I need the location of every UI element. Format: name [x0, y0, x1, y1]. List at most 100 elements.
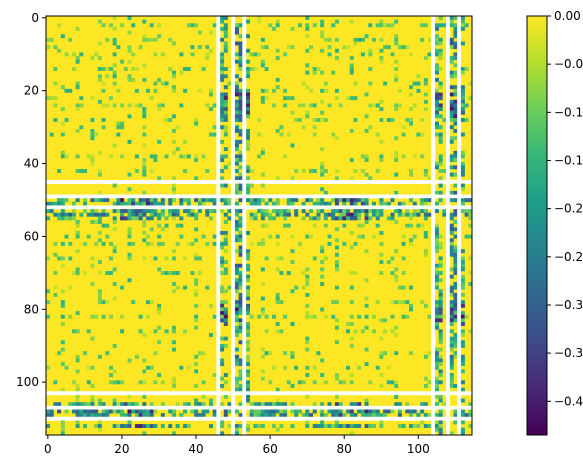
- heatmap-cell: [205, 209, 210, 214]
- heatmap-cell: [449, 322, 454, 326]
- heatmap-cell: [75, 59, 80, 64]
- heatmap-cell: [290, 354, 295, 359]
- heatmap-nan-cell: [153, 205, 158, 210]
- heatmap-cell: [142, 143, 147, 148]
- heatmap-nan-cell: [423, 194, 428, 199]
- heatmap-nan-cell: [216, 136, 221, 141]
- heatmap-cell: [305, 70, 310, 75]
- heatmap-nan-cell: [175, 194, 180, 199]
- heatmap-cell: [334, 260, 339, 265]
- heatmap-nan-cell: [231, 292, 236, 297]
- heatmap-cell: [238, 172, 243, 177]
- heatmap-cell: [234, 318, 239, 323]
- heatmap-cell: [320, 249, 325, 254]
- heatmap-cell: [171, 114, 176, 119]
- heatmap-nan-cell: [231, 424, 236, 429]
- heatmap-cell: [438, 289, 443, 294]
- heatmap-cell: [434, 271, 439, 275]
- heatmap-nan-cell: [357, 194, 362, 199]
- heatmap-cell: [349, 96, 354, 101]
- heatmap-cell: [238, 413, 243, 418]
- heatmap-nan-cell: [227, 194, 232, 199]
- heatmap-cell: [64, 154, 69, 159]
- heatmap-nan-cell: [431, 238, 436, 243]
- heatmap-nan-cell: [101, 416, 106, 421]
- heatmap-nan-cell: [194, 194, 199, 199]
- heatmap-cell: [438, 67, 443, 71]
- heatmap-cell: [127, 139, 132, 144]
- heatmap-cell: [186, 209, 191, 214]
- heatmap-cell: [234, 209, 239, 214]
- heatmap-cell: [438, 329, 443, 334]
- heatmap-cell: [453, 26, 458, 31]
- heatmap-nan-cell: [216, 41, 221, 46]
- heatmap-cell: [223, 165, 228, 170]
- heatmap-nan-cell: [57, 194, 62, 199]
- heatmap-nan-cell: [446, 278, 451, 283]
- heatmap-cell: [238, 128, 243, 133]
- heatmap-cell: [268, 413, 273, 418]
- heatmap-nan-cell: [457, 16, 462, 20]
- heatmap-cell: [234, 249, 239, 254]
- heatmap-cell: [334, 376, 339, 381]
- heatmap-nan-cell: [242, 322, 247, 326]
- heatmap-cell: [71, 216, 76, 221]
- heatmap-nan-cell: [242, 41, 247, 46]
- heatmap-cell: [220, 63, 225, 68]
- heatmap-cell: [464, 103, 469, 108]
- heatmap-nan-cell: [242, 99, 247, 104]
- heatmap-nan-cell: [179, 194, 184, 199]
- heatmap-cell: [97, 216, 102, 221]
- heatmap-cell: [434, 245, 439, 250]
- heatmap-cell: [101, 81, 106, 86]
- heatmap-cell: [338, 216, 343, 221]
- heatmap-cell: [379, 336, 384, 341]
- heatmap-nan-cell: [68, 179, 73, 184]
- heatmap-cell: [138, 201, 143, 206]
- heatmap-nan-cell: [431, 383, 436, 388]
- heatmap-nan-cell: [364, 416, 369, 421]
- heatmap-cell: [290, 409, 295, 414]
- heatmap-cell: [331, 209, 336, 214]
- heatmap-cell: [53, 402, 58, 407]
- heatmap-cell: [246, 322, 251, 326]
- heatmap-cell: [334, 201, 339, 206]
- heatmap-nan-cell: [446, 26, 451, 31]
- heatmap-cell: [331, 216, 336, 221]
- heatmap-cell: [171, 70, 176, 75]
- heatmap-cell: [453, 190, 458, 195]
- heatmap-nan-cell: [431, 402, 436, 407]
- heatmap-cell: [423, 99, 428, 104]
- heatmap-cell: [171, 216, 176, 221]
- heatmap-cell: [223, 267, 228, 272]
- heatmap-cell: [449, 99, 454, 104]
- heatmap-cell: [334, 318, 339, 323]
- heatmap-nan-cell: [242, 332, 247, 337]
- heatmap-cell: [246, 263, 251, 268]
- heatmap-cell: [238, 103, 243, 108]
- heatmap-cell: [468, 281, 473, 286]
- heatmap-cell: [220, 118, 225, 122]
- heatmap-cell: [449, 249, 454, 254]
- heatmap-nan-cell: [431, 373, 436, 377]
- heatmap-cell: [101, 212, 106, 217]
- heatmap-nan-cell: [231, 380, 236, 385]
- heatmap-cell: [271, 409, 276, 414]
- heatmap-cell: [420, 409, 425, 414]
- heatmap-cell: [183, 198, 188, 203]
- heatmap-nan-cell: [457, 85, 462, 90]
- heatmap-nan-cell: [242, 183, 247, 188]
- heatmap-nan-cell: [242, 118, 247, 122]
- heatmap-nan-cell: [431, 347, 436, 352]
- heatmap-cell: [449, 300, 454, 305]
- heatmap-cell: [71, 52, 76, 57]
- heatmap-cell: [364, 154, 369, 159]
- heatmap-cell: [334, 263, 339, 268]
- heatmap-nan-cell: [64, 416, 69, 421]
- heatmap-cell: [153, 81, 158, 86]
- heatmap-nan-cell: [331, 416, 336, 421]
- heatmap-nan-cell: [446, 383, 451, 388]
- heatmap-cell: [334, 394, 339, 399]
- heatmap-cell: [353, 169, 358, 173]
- heatmap-cell: [449, 252, 454, 257]
